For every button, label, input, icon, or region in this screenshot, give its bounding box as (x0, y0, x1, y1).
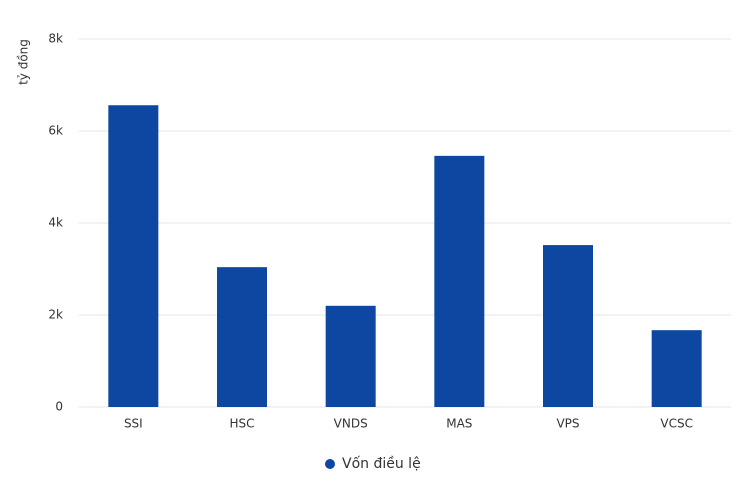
y-tick-label: 0 (55, 400, 63, 414)
bar (217, 267, 267, 407)
x-tick-label: MAS (446, 417, 472, 431)
y-tick-label: 2k (48, 308, 63, 322)
x-tick-label: VCSC (660, 417, 693, 431)
y-tick-label: 6k (48, 124, 63, 138)
x-tick-label: VNDS (334, 417, 368, 431)
x-tick-label: VPS (556, 417, 579, 431)
x-tick-label: HSC (229, 417, 254, 431)
bar (108, 105, 159, 408)
bar (325, 305, 376, 407)
x-tick-label: SSI (124, 417, 143, 431)
y-tick-label: 4k (48, 216, 63, 230)
legend-label: Vốn điều lệ (342, 455, 421, 472)
legend-marker (325, 459, 335, 469)
bar (651, 330, 702, 407)
bar (543, 245, 593, 407)
y-axis-label: tỷ đồng (17, 39, 31, 85)
y-tick-label: 8k (48, 32, 63, 46)
bar (434, 155, 485, 407)
